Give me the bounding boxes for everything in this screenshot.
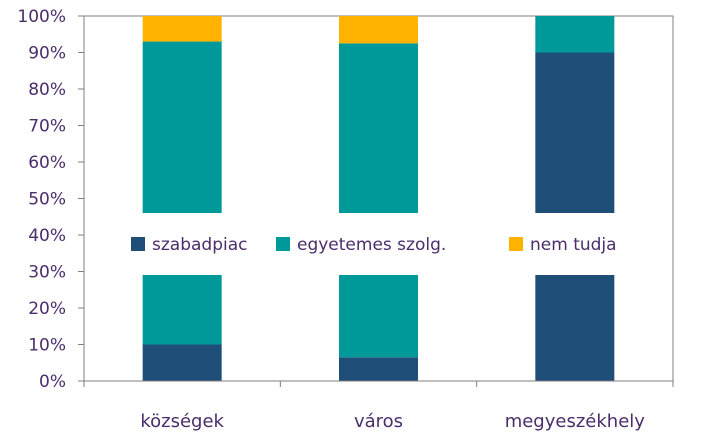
bar-0-1: [339, 357, 418, 381]
x-tick-label: megyeszékhely: [505, 411, 646, 432]
bar-1-2: [535, 16, 615, 53]
y-tick-label: 70%: [28, 117, 66, 137]
legend-label: szabadpiac: [152, 235, 247, 255]
y-tick-label: 90%: [28, 44, 66, 64]
y-tick-label: 80%: [28, 80, 66, 100]
bar-1-1: [339, 43, 418, 358]
y-tick-label: 10%: [28, 336, 66, 356]
y-tick-label: 30%: [28, 263, 66, 283]
y-tick-label: 50%: [28, 190, 66, 210]
bar-0-0: [142, 344, 222, 381]
y-tick-label: 20%: [28, 299, 66, 319]
plot-border: [84, 15, 674, 381]
y-tick-label: 100%: [17, 7, 66, 27]
y-tick-label: 60%: [28, 153, 66, 173]
x-tick-label: város: [354, 411, 403, 432]
legend-box: [110, 213, 645, 275]
bar-2-0: [142, 16, 222, 42]
legend-label: nem tudja: [530, 235, 617, 255]
y-tick-label: 0%: [39, 372, 66, 392]
bar-1-0: [142, 41, 222, 345]
x-tick-label: községek: [140, 411, 224, 432]
legend-swatch: [509, 237, 523, 251]
bar-2-1: [339, 16, 418, 44]
legend-swatch: [276, 237, 290, 251]
legend-label: egyetemes szolg.: [297, 235, 446, 255]
y-tick-label: 40%: [28, 226, 66, 246]
legend-swatch: [131, 237, 145, 251]
